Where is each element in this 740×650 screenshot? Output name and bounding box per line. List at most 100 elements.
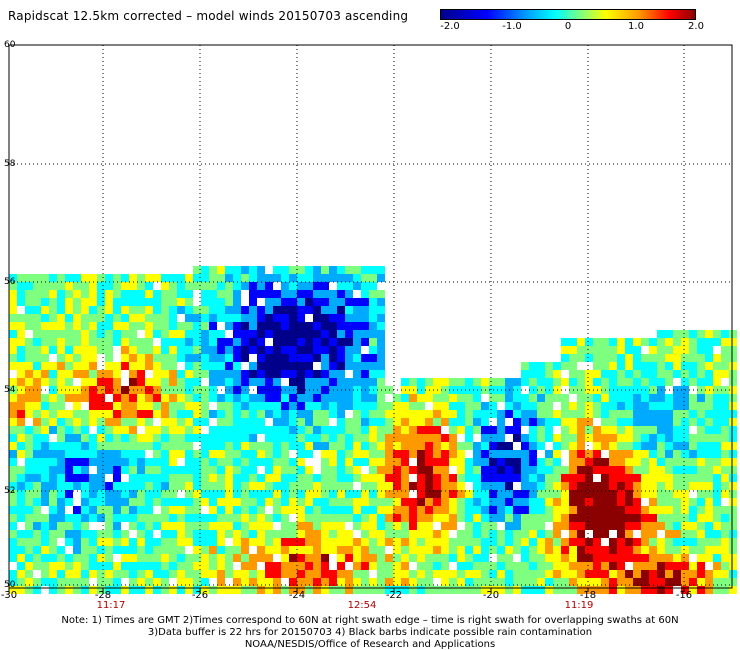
wind-cell — [385, 522, 393, 530]
wind-cell — [281, 410, 289, 418]
wind-cell — [689, 578, 697, 586]
wind-cell — [377, 434, 385, 442]
wind-cell — [177, 322, 185, 330]
wind-cell — [41, 322, 49, 330]
wind-cell — [233, 522, 241, 530]
wind-cell — [305, 282, 313, 290]
wind-cell — [177, 418, 185, 426]
wind-cell — [537, 546, 545, 554]
wind-cell — [673, 530, 681, 538]
wind-cell — [273, 474, 281, 482]
wind-cell — [73, 394, 81, 402]
wind-cell — [33, 442, 41, 450]
wind-cell — [233, 290, 241, 298]
wind-cell — [225, 290, 233, 298]
wind-cell — [33, 458, 41, 466]
wind-cell — [153, 274, 161, 282]
wind-cell — [665, 370, 673, 378]
wind-cell — [345, 322, 353, 330]
wind-cell — [289, 482, 297, 490]
wind-cell — [33, 578, 41, 586]
wind-cell — [65, 362, 73, 370]
wind-cell — [241, 346, 249, 354]
wind-cell — [33, 338, 41, 346]
wind-cell — [145, 314, 153, 322]
wind-cell — [609, 434, 617, 442]
wind-cell — [601, 490, 609, 498]
wind-cell — [489, 474, 497, 482]
wind-cell — [641, 378, 649, 386]
wind-cell — [201, 290, 209, 298]
wind-cell — [617, 354, 625, 362]
wind-cell — [401, 394, 409, 402]
wind-cell — [129, 354, 137, 362]
wind-cell — [41, 282, 49, 290]
wind-cell — [217, 458, 225, 466]
wind-cell — [153, 314, 161, 322]
wind-cell — [353, 514, 361, 522]
wind-cell — [81, 410, 89, 418]
wind-cell — [345, 346, 353, 354]
wind-cell — [553, 538, 561, 546]
wind-cell — [193, 370, 201, 378]
wind-cell — [177, 538, 185, 546]
wind-cell — [425, 562, 433, 570]
wind-cell — [97, 314, 105, 322]
wind-cell — [569, 474, 577, 482]
wind-cell — [465, 562, 473, 570]
wind-cell — [153, 490, 161, 498]
wind-cell — [641, 402, 649, 410]
wind-cell — [257, 418, 265, 426]
wind-cell — [489, 562, 497, 570]
wind-cell — [33, 546, 41, 554]
wind-cell — [73, 506, 81, 514]
wind-cell — [273, 370, 281, 378]
wind-cell — [209, 282, 217, 290]
wind-cell — [633, 378, 641, 386]
wind-cell — [577, 506, 585, 514]
wind-cell — [89, 290, 97, 298]
wind-cell — [257, 514, 265, 522]
wind-cell — [9, 482, 17, 490]
wind-cell — [449, 442, 457, 450]
wind-cell — [681, 570, 689, 578]
wind-cell — [177, 554, 185, 562]
swath-time-label: 11:19 — [564, 600, 594, 611]
wind-cell — [521, 362, 529, 370]
wind-cell — [297, 314, 305, 322]
wind-cell — [545, 538, 553, 546]
wind-cell — [505, 514, 513, 522]
wind-cell — [681, 402, 689, 410]
wind-cell — [393, 426, 401, 434]
wind-cell — [641, 450, 649, 458]
wind-cell — [577, 498, 585, 506]
wind-cell — [457, 498, 465, 506]
wind-cell — [625, 506, 633, 514]
wind-cell — [401, 466, 409, 474]
wind-cell — [337, 274, 345, 282]
wind-cell — [97, 378, 105, 386]
wind-cell — [145, 402, 153, 410]
wind-cell — [617, 418, 625, 426]
wind-cell — [209, 498, 217, 506]
wind-cell — [89, 274, 97, 282]
wind-cell — [9, 442, 17, 450]
wind-cell — [689, 562, 697, 570]
wind-cell — [41, 346, 49, 354]
wind-cell — [161, 578, 169, 586]
wind-cell — [673, 554, 681, 562]
wind-cell — [481, 426, 489, 434]
wind-cell — [337, 578, 345, 586]
wind-cell — [305, 482, 313, 490]
wind-cell — [177, 298, 185, 306]
wind-cell — [369, 274, 377, 282]
wind-cell — [241, 370, 249, 378]
wind-cell — [633, 578, 641, 586]
wind-cell — [89, 402, 97, 410]
wind-cell — [537, 474, 545, 482]
wind-cell — [489, 442, 497, 450]
wind-cell — [129, 482, 137, 490]
wind-cell — [281, 426, 289, 434]
wind-cell — [33, 514, 41, 522]
wind-cell — [233, 410, 241, 418]
